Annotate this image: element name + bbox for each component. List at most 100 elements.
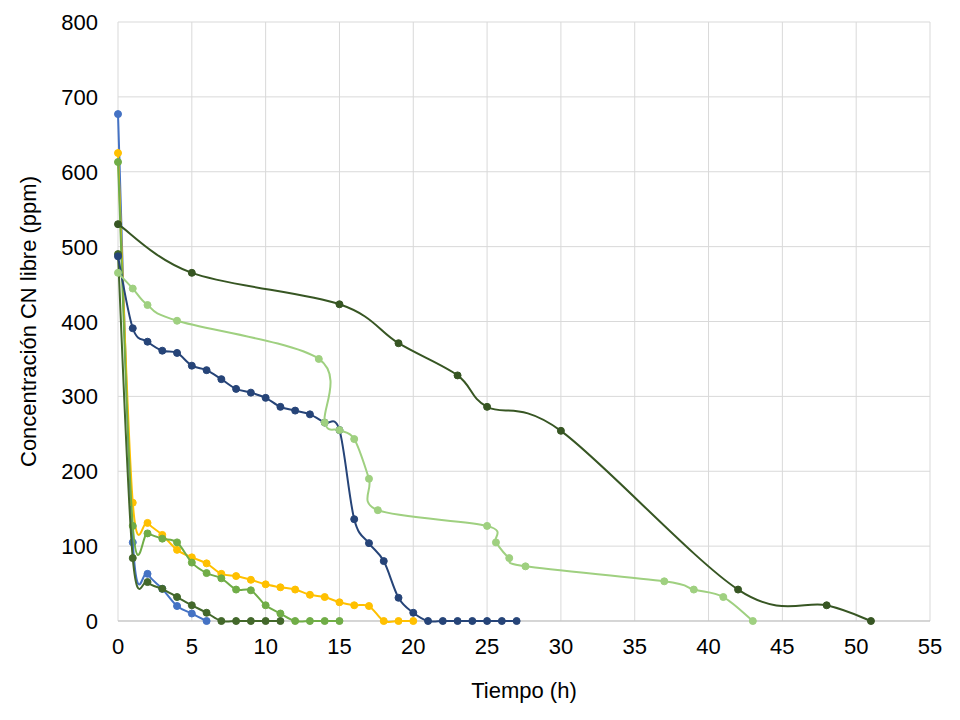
series-marker bbox=[439, 618, 446, 625]
series-marker bbox=[380, 558, 387, 565]
series-marker bbox=[735, 586, 742, 593]
series-marker bbox=[203, 560, 210, 567]
series-marker bbox=[262, 581, 269, 588]
y-tick-label: 200 bbox=[61, 459, 98, 484]
series-marker bbox=[469, 618, 476, 625]
series-marker bbox=[129, 285, 136, 292]
y-grid-line bbox=[118, 396, 930, 397]
x-grid-line bbox=[413, 22, 414, 621]
series-marker bbox=[410, 609, 417, 616]
series-marker bbox=[365, 475, 372, 482]
series-marker bbox=[484, 403, 491, 410]
background bbox=[0, 0, 960, 720]
series-marker bbox=[144, 530, 151, 537]
series-marker bbox=[159, 535, 166, 542]
series-marker bbox=[247, 389, 254, 396]
series-marker bbox=[129, 555, 136, 562]
x-tick-label: 10 bbox=[253, 634, 277, 659]
series-marker bbox=[484, 522, 491, 529]
chart: 0100200300400500600700800051015202530354… bbox=[0, 0, 960, 720]
series-marker bbox=[557, 427, 564, 434]
series-marker bbox=[218, 376, 225, 383]
series-marker bbox=[262, 618, 269, 625]
series-marker bbox=[365, 603, 372, 610]
y-axis-title: Concentración CN libre (ppm) bbox=[16, 176, 41, 467]
series-marker bbox=[174, 546, 181, 553]
series-marker bbox=[336, 427, 343, 434]
series-marker bbox=[129, 325, 136, 332]
series-marker bbox=[144, 302, 151, 309]
series-marker bbox=[351, 516, 358, 523]
series-marker bbox=[315, 355, 322, 362]
series-marker bbox=[203, 367, 210, 374]
series-marker bbox=[506, 555, 513, 562]
x-grid-line bbox=[487, 22, 488, 621]
x-tick-label: 35 bbox=[622, 634, 646, 659]
series-marker bbox=[115, 269, 122, 276]
x-grid-line bbox=[191, 22, 192, 621]
x-tick-label: 0 bbox=[112, 634, 124, 659]
series-marker bbox=[292, 618, 299, 625]
series-marker bbox=[188, 559, 195, 566]
series-marker bbox=[159, 347, 166, 354]
x-grid-line bbox=[265, 22, 266, 621]
series-marker bbox=[115, 221, 122, 228]
series-marker bbox=[262, 602, 269, 609]
y-tick-label: 400 bbox=[61, 310, 98, 335]
y-tick-label: 500 bbox=[61, 235, 98, 260]
series-line bbox=[118, 224, 871, 621]
series-marker bbox=[203, 618, 210, 625]
series-marker bbox=[277, 584, 284, 591]
series-marker bbox=[174, 349, 181, 356]
series-marker bbox=[233, 385, 240, 392]
series-marker bbox=[115, 253, 122, 260]
series-marker bbox=[365, 540, 372, 547]
grid bbox=[118, 22, 930, 621]
series-marker bbox=[159, 585, 166, 592]
series-marker bbox=[277, 610, 284, 617]
series-marker bbox=[174, 594, 181, 601]
y-grid-line bbox=[118, 22, 930, 23]
series-marker bbox=[867, 618, 874, 625]
series-marker bbox=[454, 618, 461, 625]
series-marker bbox=[351, 602, 358, 609]
x-tick-label: 5 bbox=[186, 634, 198, 659]
series-marker bbox=[247, 618, 254, 625]
series-marker bbox=[336, 599, 343, 606]
y-tick-label: 100 bbox=[61, 534, 98, 559]
series-marker bbox=[823, 602, 830, 609]
series-marker bbox=[321, 419, 328, 426]
series-marker bbox=[292, 586, 299, 593]
series-marker bbox=[661, 578, 668, 585]
x-grid-line bbox=[708, 22, 709, 621]
y-tick-label: 800 bbox=[61, 10, 98, 35]
series-marker bbox=[306, 411, 313, 418]
x-grid-line bbox=[856, 22, 857, 621]
x-grid-line bbox=[634, 22, 635, 621]
series-marker bbox=[247, 587, 254, 594]
series-marker bbox=[374, 507, 381, 514]
x-tick-label: 25 bbox=[475, 634, 499, 659]
series-marker bbox=[321, 594, 328, 601]
x-axis-title: Tiempo (h) bbox=[471, 678, 577, 703]
x-tick-label: 15 bbox=[327, 634, 351, 659]
plot-data bbox=[115, 111, 875, 625]
series-marker bbox=[218, 618, 225, 625]
series-marker bbox=[410, 618, 417, 625]
y-grid-line bbox=[118, 96, 930, 97]
series-marker bbox=[351, 436, 358, 443]
series-marker bbox=[233, 586, 240, 593]
y-tick-label: 0 bbox=[86, 609, 98, 634]
series-marker bbox=[380, 618, 387, 625]
series-marker bbox=[690, 586, 697, 593]
series-marker bbox=[336, 618, 343, 625]
series-marker bbox=[262, 394, 269, 401]
series-marker bbox=[144, 570, 151, 577]
series-marker bbox=[188, 362, 195, 369]
series-marker bbox=[144, 579, 151, 586]
series-marker bbox=[174, 603, 181, 610]
x-grid-line bbox=[560, 22, 561, 621]
x-tick-label: 55 bbox=[918, 634, 942, 659]
x-tick-label: 45 bbox=[770, 634, 794, 659]
series-marker bbox=[395, 594, 402, 601]
